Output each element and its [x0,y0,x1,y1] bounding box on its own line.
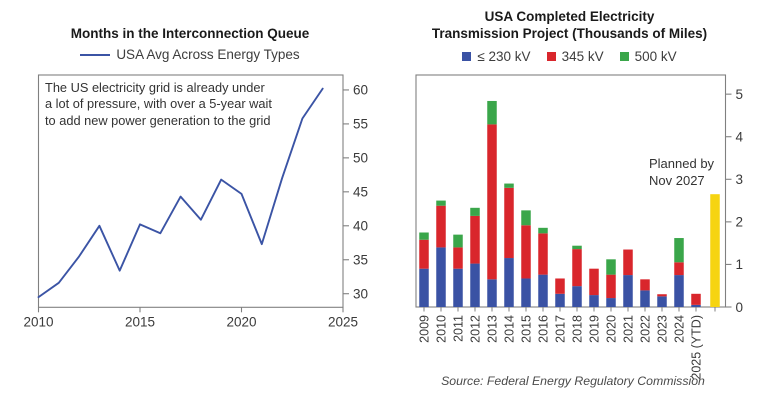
svg-text:0: 0 [736,300,744,315]
legend-label-230kv: ≤ 230 kV [477,49,531,64]
svg-text:2017: 2017 [554,315,568,343]
svg-text:50: 50 [353,151,368,166]
svg-text:2015: 2015 [125,314,155,329]
svg-text:2020: 2020 [226,314,256,329]
svg-text:2015: 2015 [520,315,534,343]
planned-by-annotation: Planned by Nov 2027 [649,156,715,188]
svg-text:2014: 2014 [503,315,517,343]
legend-item-345kv: 345 kV [546,49,604,64]
svg-text:2020: 2020 [605,315,619,343]
svg-text:1: 1 [736,257,744,272]
svg-text:2010: 2010 [23,314,53,329]
svg-text:5: 5 [736,87,744,102]
svg-text:2016: 2016 [537,315,551,343]
svg-text:2012: 2012 [469,315,483,343]
svg-text:2021: 2021 [622,315,636,343]
blue-square-swatch [462,52,472,61]
line-chart-title: Months in the Interconnection Queue [70,26,310,41]
legend-label-345kv: 345 kV [561,49,604,64]
legend-item-500kv: 500 kV [619,49,677,64]
green-square-swatch [619,52,629,61]
svg-text:55: 55 [353,117,368,132]
svg-text:4: 4 [736,130,744,145]
line-chart-annotation: The US electricity grid is already under… [45,80,272,128]
svg-text:30: 30 [353,287,368,302]
svg-text:2009: 2009 [418,315,432,343]
svg-text:45: 45 [353,185,368,200]
legend-item-230kv: ≤ 230 kV [462,49,531,64]
bar-chart-legend: ≤ 230 kV 345 kV 500 kV [380,49,759,64]
svg-text:2010: 2010 [435,315,449,343]
svg-text:2023: 2023 [656,315,670,343]
line-legend-swatch [80,53,111,56]
line-legend-label: USA Avg Across Energy Types [116,47,300,62]
svg-text:3: 3 [736,172,744,187]
svg-text:2025: 2025 [328,314,358,329]
svg-text:40: 40 [353,219,368,234]
queue-line-plot: 30 35 40 45 50 55 60 2010 2015 2020 2025 [23,74,368,329]
legend-label-500kv: 500 kV [634,49,677,64]
svg-text:2011: 2011 [452,315,466,342]
svg-text:2025 (YTD): 2025 (YTD) [690,315,704,380]
svg-text:60: 60 [353,83,368,98]
svg-text:2: 2 [736,215,744,230]
svg-text:2019: 2019 [588,315,602,343]
svg-text:2013: 2013 [486,315,500,343]
red-square-swatch [546,52,556,61]
svg-text:2018: 2018 [571,315,585,343]
svg-text:35: 35 [353,253,368,268]
legend-item-usa-avg: USA Avg Across Energy Types [80,47,300,62]
svg-text:2022: 2022 [639,315,653,343]
source-attribution: Source: Federal Energy Regulatory Commis… [441,374,705,388]
svg-text:2024: 2024 [673,315,687,343]
line-chart-legend: USA Avg Across Energy Types [0,47,380,62]
bar-chart-title: USA Completed Electricity Transmission P… [431,9,708,41]
